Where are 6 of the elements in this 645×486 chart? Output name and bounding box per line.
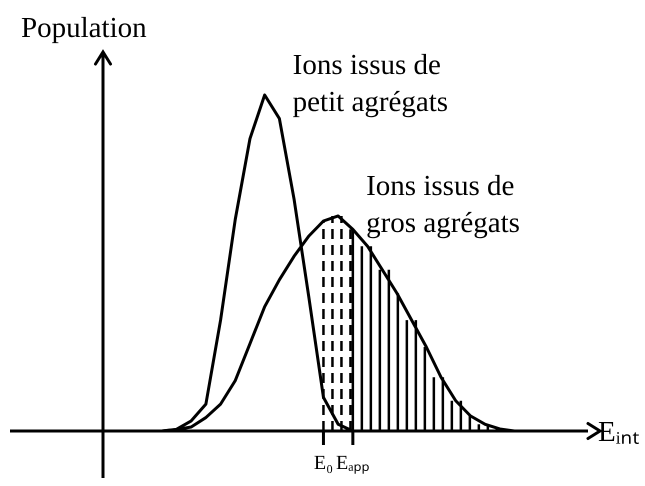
- series-label: Ions issus de petit agrégats: [292, 49, 448, 118]
- series-label: Ions issus de gros agrégats: [366, 170, 520, 239]
- x-axis-title: Eᵢₙₜ: [598, 416, 640, 448]
- y-axis-title: Population: [21, 12, 148, 44]
- x-tick-label: E₀: [314, 452, 334, 474]
- x-tick-label: Eₐₚₚ: [336, 452, 370, 474]
